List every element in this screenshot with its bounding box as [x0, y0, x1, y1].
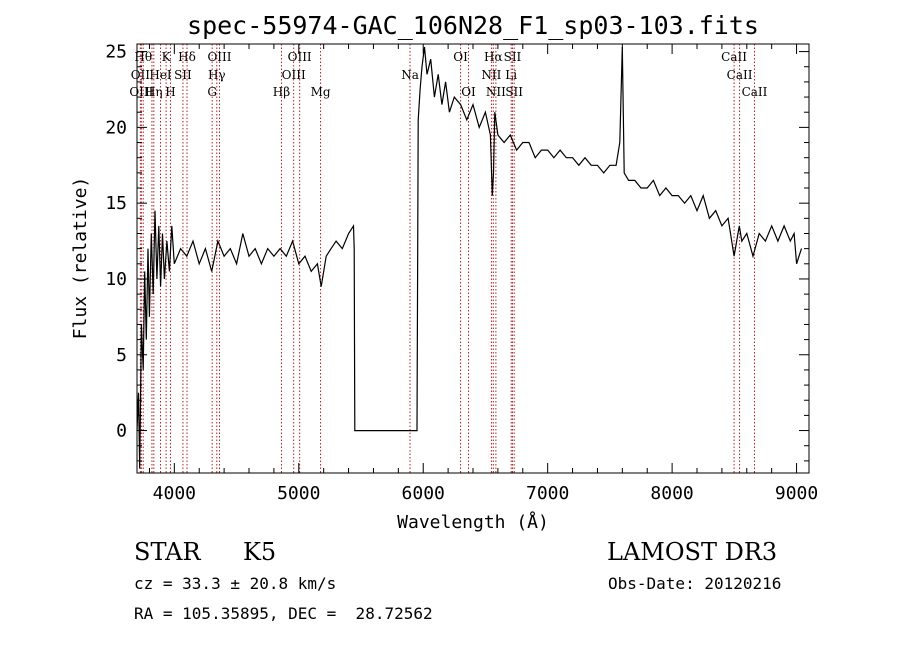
spectrum-series-line — [136, 46, 803, 469]
axis-ticks: 4000 5000 6000 7000 8000 9000 0 5 10 15 20 25 — [105, 42, 818, 504]
observation-date: Obs-Date: 20120216 — [608, 574, 782, 593]
x-tick-label: 8000 — [650, 483, 693, 504]
line-label: SII — [504, 50, 522, 64]
y-tick-label: 10 — [105, 269, 127, 290]
y-tick-label: 25 — [105, 42, 127, 63]
line-label: Li — [505, 68, 517, 82]
x-tick-label: 7000 — [526, 483, 569, 504]
y-tick-label: 15 — [105, 193, 127, 214]
line-label: OII — [131, 68, 151, 82]
line-label: Mg — [311, 85, 331, 99]
line-label: NII — [486, 85, 506, 99]
x-tick-label: 5000 — [277, 483, 320, 504]
line-label: OIII — [129, 85, 153, 99]
y-tick-label: 0 — [116, 421, 127, 442]
chart-title: spec-55974-GAC_106N28_F1_sp03-103.fits — [187, 11, 759, 40]
line-label: CaII — [721, 50, 747, 64]
line-label: Hα — [484, 50, 503, 64]
x-tick-label: 4000 — [153, 483, 196, 504]
line-label: CaII — [742, 85, 768, 99]
spectral-line-markers — [139, 44, 755, 473]
line-label: Hδ — [178, 50, 196, 64]
object-subclass: K5 — [243, 538, 277, 566]
line-label: SII — [174, 68, 192, 82]
line-label: HeI — [149, 68, 172, 82]
y-tick-label: 20 — [105, 117, 127, 138]
line-label: Hβ — [273, 85, 290, 99]
line-label: CaII — [727, 68, 753, 82]
y-axis-label: Flux (relative) — [70, 177, 91, 340]
line-label: NII — [481, 68, 501, 82]
line-label: OI — [461, 85, 476, 99]
x-tick-label: 6000 — [402, 483, 445, 504]
x-tick-label: 9000 — [775, 483, 818, 504]
x-axis-label: Wavelength (Å) — [397, 511, 549, 533]
line-label: Na — [401, 68, 419, 82]
line-label: K — [162, 50, 172, 64]
line-label: OI — [453, 50, 468, 64]
line-label: OIII — [288, 50, 312, 64]
line-label: SII — [505, 85, 523, 99]
line-label: G — [207, 85, 217, 99]
redshift-velocity: cz = 33.3 ± 20.8 km/s — [134, 574, 337, 593]
line-label: Hη — [145, 85, 163, 99]
coordinates: RA = 105.35895, DEC = 28.72562 — [134, 604, 433, 623]
line-label: OIII — [207, 50, 231, 64]
line-label: Hγ — [208, 68, 226, 82]
survey-name: LAMOST DR3 — [607, 538, 778, 566]
line-label: H — [165, 85, 175, 99]
y-tick-label: 5 — [116, 345, 127, 366]
line-label: OIII — [282, 68, 306, 82]
line-label: Hθ — [134, 50, 152, 64]
object-class: STAR — [134, 538, 201, 566]
